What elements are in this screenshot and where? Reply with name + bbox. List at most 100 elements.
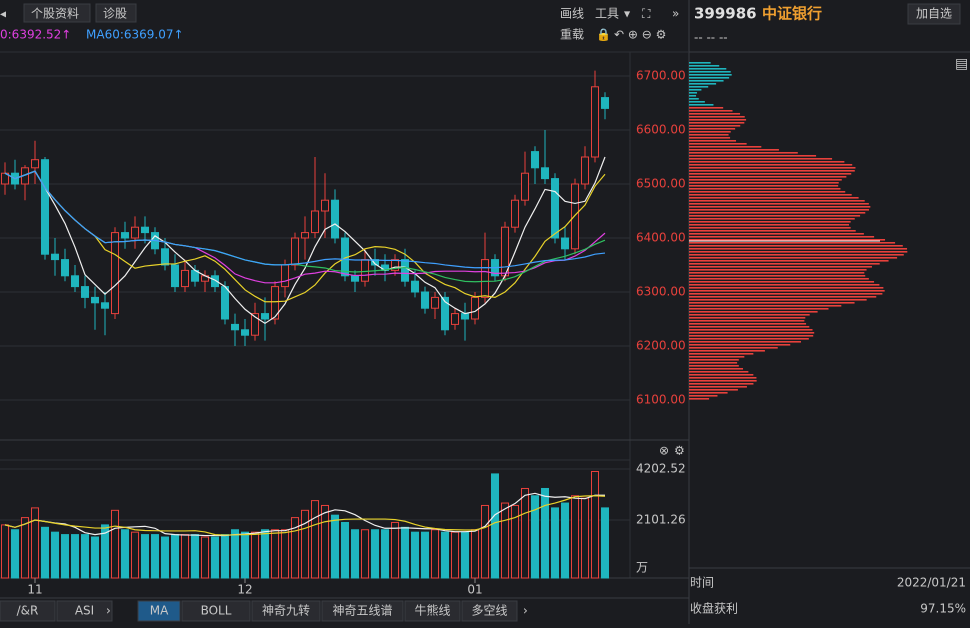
indicator-tab[interactable] [0,600,56,622]
volume-bar [171,534,179,579]
volume-profile-bar [689,296,877,298]
tab-arrow[interactable]: › [106,604,111,618]
volume-bar [391,521,399,579]
volume-profile-bar [689,197,859,199]
volume-profile-bar [689,257,898,259]
candle-body [321,199,329,212]
indicator-tab-label[interactable]: 神奇九转 [262,603,310,618]
y-tick-label: 6300.00 [636,285,686,299]
candle-body [411,280,419,293]
volume-bar [581,497,589,579]
volume-bar [71,534,79,579]
candle-body [331,199,339,239]
volume-profile-bar [689,149,779,151]
volume-bar [251,531,259,579]
arrow[interactable]: ◂ [0,7,6,21]
fullscreen[interactable]: ⛶ [641,7,651,21]
ma-line [4,170,606,269]
candle-body [101,302,109,309]
icons[interactable]: ↶ ⊕ ⊖ ⚙ [614,28,666,42]
volume-bar [321,504,329,579]
volume-bar [231,529,239,579]
candle-body [81,286,89,298]
tool[interactable]: 工具 [595,7,619,21]
tool-caret: ▼ [624,10,631,19]
volume-profile-bar [689,125,741,127]
indicator-tab-label[interactable]: MA [150,604,169,618]
volume-profile-bar [689,134,729,136]
volume-profile-bar [689,101,705,103]
reload[interactable]: 重载 [560,28,584,42]
toolbar-button-label[interactable]: 个股资料 [31,7,79,21]
volume-bar [471,529,479,579]
volume-profile-bar [689,206,871,208]
indicator-tab[interactable] [56,600,113,622]
volume-profile-bar [689,338,809,340]
volume-profile-bar [689,275,866,277]
indicator-tab[interactable] [181,600,251,622]
indicator-tab-label[interactable]: 多空线 [471,604,507,618]
candle-body [61,259,69,277]
volume-profile-bar [689,251,908,253]
indicator-tab[interactable] [321,600,404,622]
indicator-tab-label[interactable]: 牛熊线 [414,603,450,618]
date-label: 11 [27,583,42,597]
toolbar-button[interactable] [23,3,91,23]
toolbar-button-label[interactable]: 诊股 [103,7,127,21]
lock-icon[interactable]: 🔒 [596,28,611,42]
volume-profile-bar [689,116,745,118]
indicator-tab-label[interactable]: 神奇五线谱 [332,604,392,618]
volume-profile-bar [689,89,702,91]
notes-icon[interactable]: ▤ [955,56,968,72]
stock-name: 中证银行 [762,5,822,23]
toolbar-button[interactable] [95,3,137,23]
volume-profile-bar [689,185,839,187]
dashes: -- -- -- [694,31,728,45]
volume-profile-bar [689,233,864,235]
candle-body [561,237,569,250]
volume-profile-bar [689,239,886,241]
indicator-tab[interactable] [137,600,181,622]
candle-body [471,296,479,320]
volume-bar [271,529,279,579]
volume-bar [291,517,299,579]
y-tick-label: 6100.00 [636,393,686,407]
volume-profile-bar [689,263,880,265]
candle-body [511,199,519,228]
add-button[interactable] [907,3,961,25]
volume-profile-bar [689,140,737,142]
settings-icon[interactable]: ⚙ [674,444,685,458]
volume-bar [31,507,39,579]
tab-arrow[interactable]: › [523,604,528,618]
volume-bar [371,529,379,579]
collapse[interactable]: » [672,7,679,21]
indicator-tab-label[interactable]: BOLL [201,604,232,618]
indicator-tab[interactable] [251,600,321,622]
close-icon[interactable]: ⊗ [659,444,669,458]
volume-profile-bar [689,164,853,166]
candle-body [591,86,599,158]
candle-body [31,159,39,169]
volume-bar [551,507,559,579]
indicator-tab[interactable] [404,600,461,622]
volume-bar [411,531,419,579]
volume-profile-bar [689,146,762,148]
volume-profile-bar [689,128,736,130]
tool[interactable]: 画线 [560,7,584,21]
indicator-tab-label[interactable]: /&R [17,604,39,618]
candle-body [551,178,559,239]
indicator-tab[interactable] [461,600,518,622]
indicator-tab-label[interactable]: ASI [75,604,94,618]
volume-profile-bar [689,161,845,163]
add-label[interactable]: 加自选 [916,7,952,21]
volume-profile-bar [689,359,739,361]
date-label: 01 [467,583,482,597]
volume-profile-bar [689,341,801,343]
volume-bar [141,534,149,579]
volume-profile-bar [689,131,731,133]
volume-bar [431,529,439,579]
candle-body [281,264,289,288]
volume-profile-bar [689,347,778,349]
volume-profile-bar [689,137,731,139]
volume-bar [201,536,209,579]
